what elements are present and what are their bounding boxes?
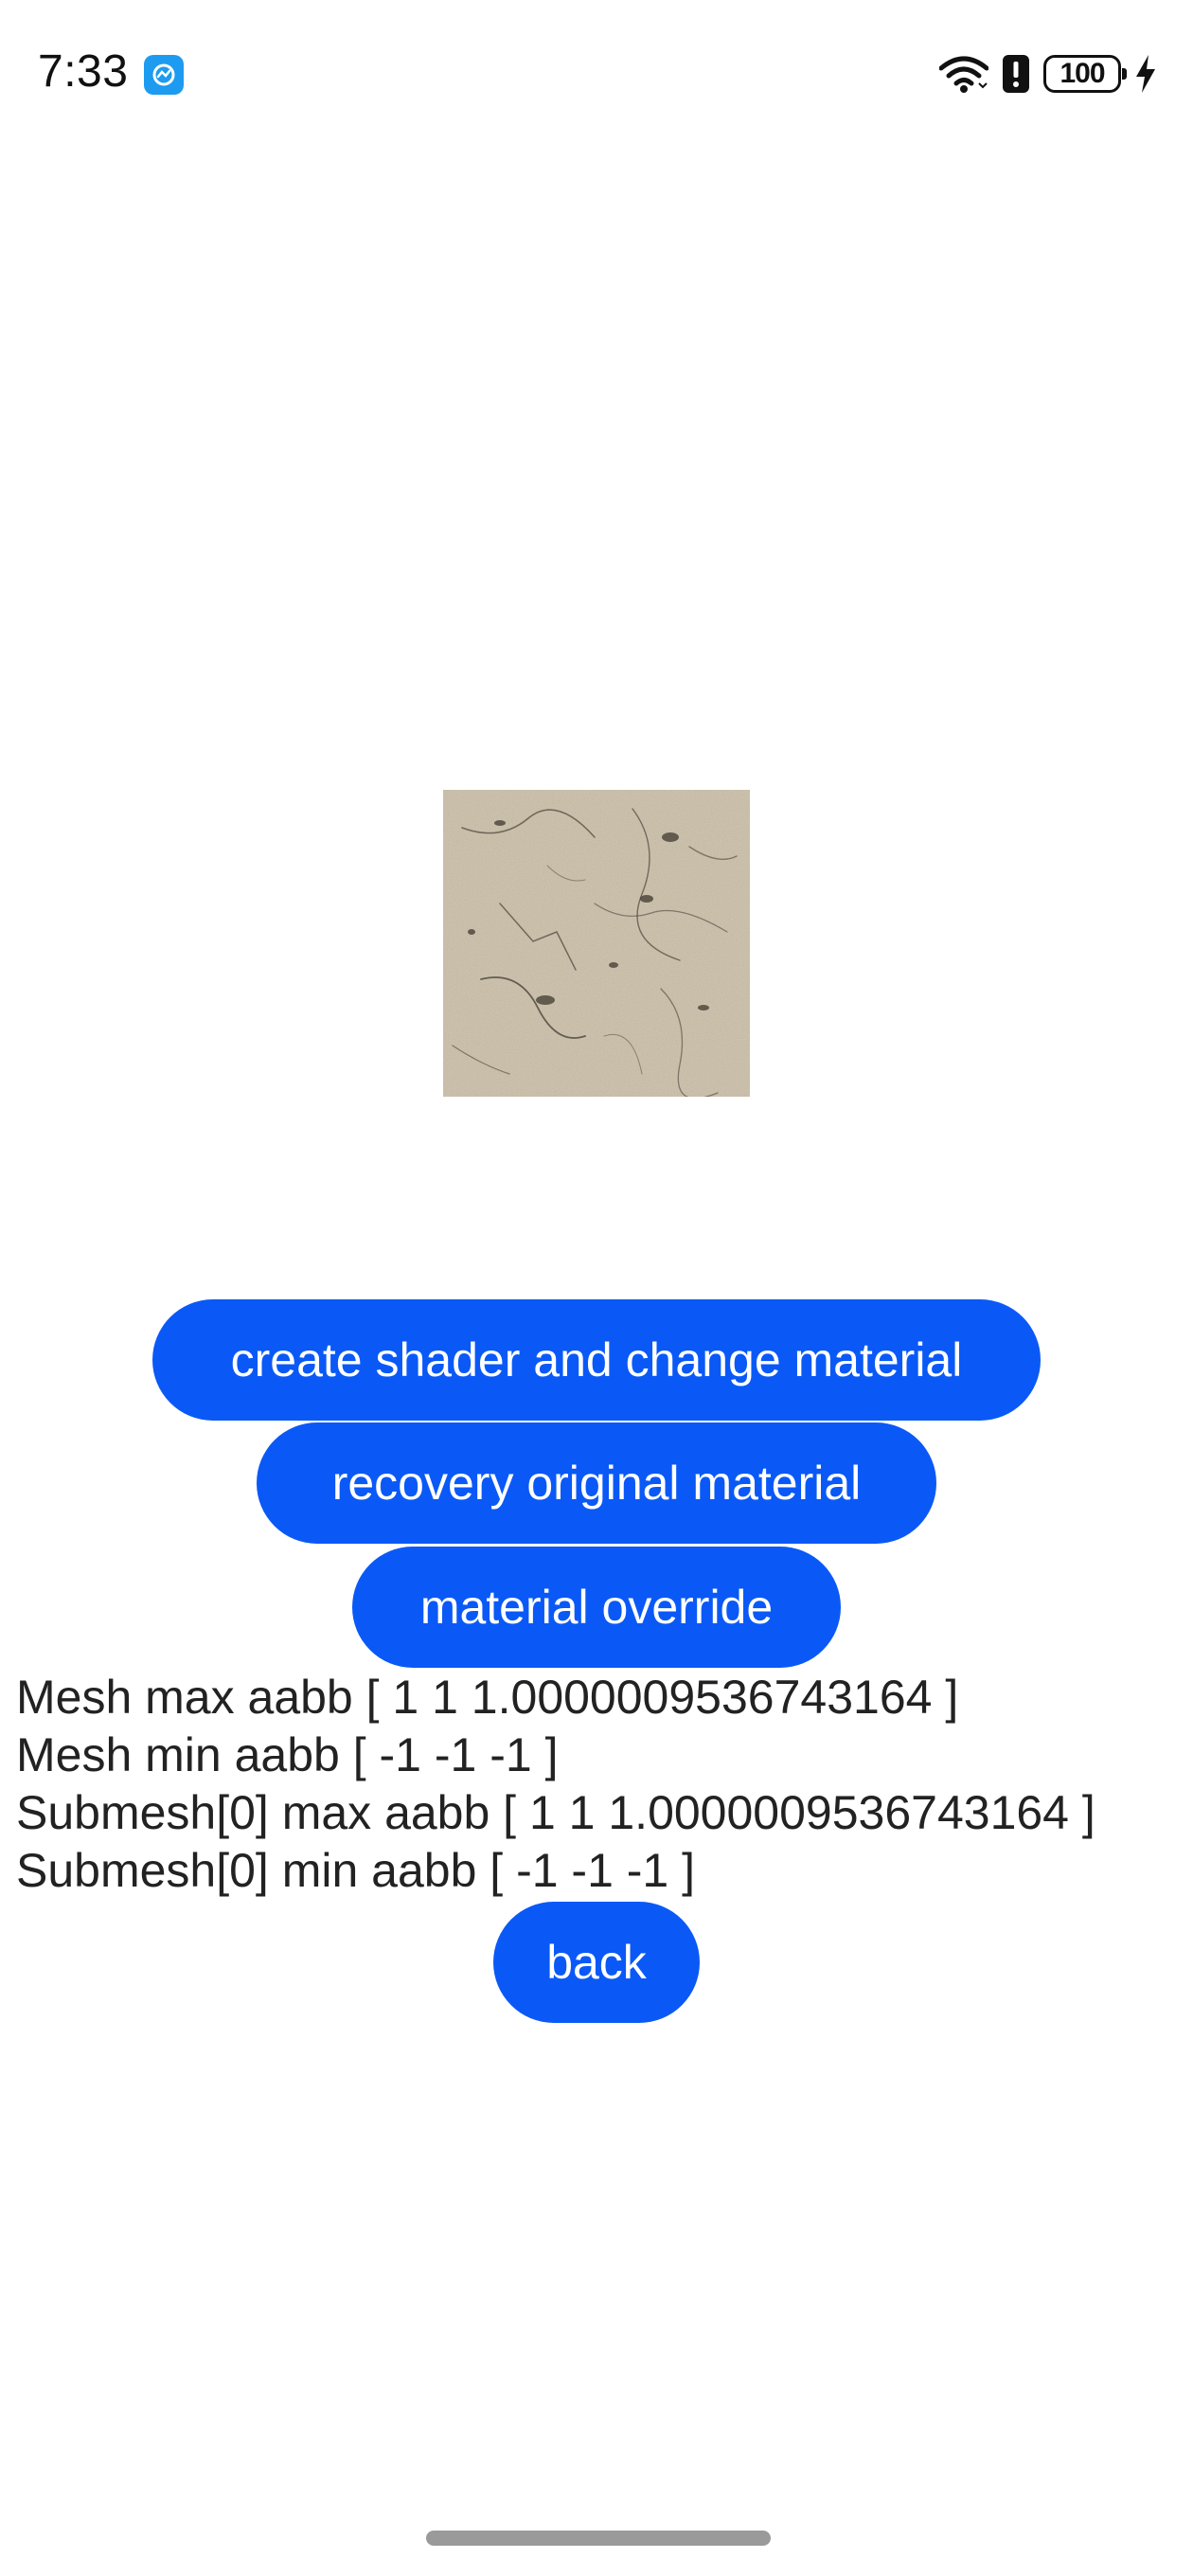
mesh-min-aabb-text: Mesh min aabb [ -1 -1 -1 ] [16,1728,559,1781]
app-indicator-icon [144,55,184,95]
back-button[interactable]: back [493,1902,700,2023]
battery-icon: 100 [1043,55,1127,93]
battery-level: 100 [1059,58,1105,89]
status-bar: 7:33 100 [0,0,1193,152]
submesh-max-aabb-text: Submesh[0] max aabb [ 1 1 1.000000953674… [16,1786,1095,1839]
mesh-max-aabb-text: Mesh max aabb [ 1 1 1.0000009536743164 ] [16,1671,959,1724]
submesh-min-aabb-text: Submesh[0] min aabb [ -1 -1 -1 ] [16,1844,696,1897]
status-time: 7:33 [38,46,129,97]
charging-icon [1134,54,1157,94]
recovery-material-button[interactable]: recovery original material [257,1422,936,1544]
alert-icon [1002,54,1030,94]
material-override-button[interactable]: material override [352,1547,841,1668]
stone-texture-image [443,790,750,1097]
wifi-icon [939,55,988,93]
status-icons: 100 [939,49,1157,98]
home-indicator[interactable] [426,2531,771,2546]
create-shader-button[interactable]: create shader and change material [152,1299,1041,1421]
